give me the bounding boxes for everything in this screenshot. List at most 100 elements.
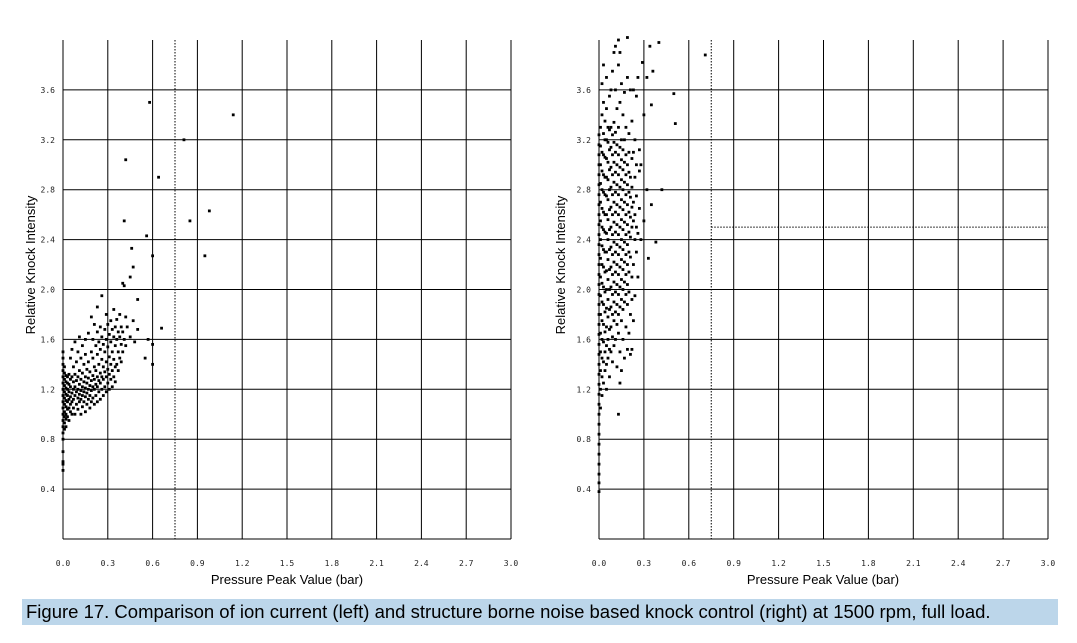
right-data-point [605, 213, 608, 217]
left-data-point [81, 371, 84, 375]
right-data-point [618, 100, 622, 104]
left-y-tick-label: 0.4 [41, 485, 56, 494]
left-data-point [70, 400, 74, 404]
right-data-point [621, 288, 625, 291]
right-data-point [617, 193, 620, 197]
right-data-point [605, 387, 608, 391]
right-data-point [620, 218, 623, 222]
right-data-point [633, 138, 637, 142]
right-data-point [597, 263, 601, 266]
right-scatter-plot: 0.0 0.3 0.6 0.9 1.2 1.5 1.8 2.1 2.4 2.7 3.0 0.4 0.8 1… [577, 36, 1055, 568]
left-data-point [124, 315, 128, 319]
left-data-point [104, 338, 108, 341]
right-data-point [626, 163, 629, 167]
left-x-tick-label: 2.1 [369, 559, 384, 568]
left-data-point [160, 326, 163, 330]
right-data-point [620, 178, 623, 182]
left-data-point [78, 382, 81, 386]
right-data-point [597, 472, 601, 476]
right-data-point [649, 103, 653, 107]
right-data-point [603, 310, 607, 314]
left-data-point [151, 362, 154, 366]
right-data-point [606, 160, 610, 164]
right-data-point [602, 323, 605, 326]
right-data-point [608, 188, 611, 192]
right-data-point [623, 200, 626, 204]
left-data-point [104, 390, 108, 394]
left-data-point [84, 410, 87, 414]
left-data-point [92, 323, 96, 326]
right-data-point [605, 362, 608, 366]
right-data-point [630, 225, 634, 229]
left-data-point [84, 386, 87, 390]
right-data-point [597, 193, 601, 197]
left-data-point [86, 397, 90, 401]
left-data-point [122, 219, 126, 223]
right-data-point [600, 82, 604, 86]
left-data-point [70, 375, 74, 379]
left-data-point [97, 340, 101, 344]
right-data-point [614, 290, 617, 294]
left-data-point [73, 385, 77, 389]
right-data-point [660, 188, 664, 192]
left-data-point [78, 369, 81, 372]
left-x-tick-label: 1.8 [325, 559, 340, 568]
left-data-point [61, 356, 65, 360]
left-data-point [151, 254, 154, 258]
right-data-point [615, 243, 619, 246]
right-data-point [603, 119, 607, 123]
right-data-point [609, 325, 613, 329]
left-data-point [64, 399, 68, 402]
right-data-point [618, 225, 622, 229]
right-data-point [627, 190, 631, 194]
left-data-point [92, 365, 96, 369]
right-data-point [635, 194, 638, 198]
right-data-point [636, 275, 640, 279]
right-data-point [597, 303, 601, 306]
right-data-point [602, 100, 605, 104]
left-y-tick-label: 2.4 [41, 236, 56, 245]
left-data-point [100, 335, 104, 339]
left-data-point [95, 385, 99, 389]
left-data-point [61, 460, 65, 464]
left-data-point [85, 391, 89, 395]
right-data-point [624, 213, 628, 217]
right-data-point [599, 313, 602, 316]
right-data-point [614, 170, 617, 174]
right-y-tick-label: 3.2 [577, 136, 592, 145]
right-x-tick-label: 2.4 [951, 559, 966, 568]
left-data-point [63, 427, 66, 431]
left-data-point [122, 284, 126, 288]
right-data-point [597, 143, 601, 147]
right-data-point [621, 113, 625, 117]
right-data-point [673, 122, 677, 125]
right-data-point [608, 228, 611, 232]
right-data-point [597, 313, 601, 316]
left-data-point [61, 412, 65, 416]
right-data-point [597, 481, 601, 485]
left-data-point [63, 377, 66, 381]
right-data-point [597, 352, 601, 356]
left-data-point [79, 377, 83, 381]
right-data-point [597, 153, 601, 157]
right-data-point [609, 125, 613, 129]
left-data-point [188, 219, 192, 223]
right-data-point [597, 183, 601, 187]
left-data-point [110, 385, 114, 389]
right-data-point [605, 288, 608, 291]
right-data-point [602, 360, 605, 364]
right-data-point [620, 258, 623, 261]
left-data-point [69, 402, 72, 406]
left-data-point [66, 375, 69, 379]
right-data-point [612, 200, 616, 204]
right-data-point [617, 313, 620, 316]
right-y-tick-label: 3.6 [577, 86, 592, 95]
left-data-point [89, 315, 93, 319]
left-data-point [88, 384, 92, 387]
left-data-point [118, 335, 122, 339]
left-data-point [66, 415, 69, 419]
right-data-point [624, 193, 628, 197]
right-data-point [599, 200, 602, 204]
left-data-point [98, 381, 102, 385]
left-data-point [73, 340, 77, 344]
